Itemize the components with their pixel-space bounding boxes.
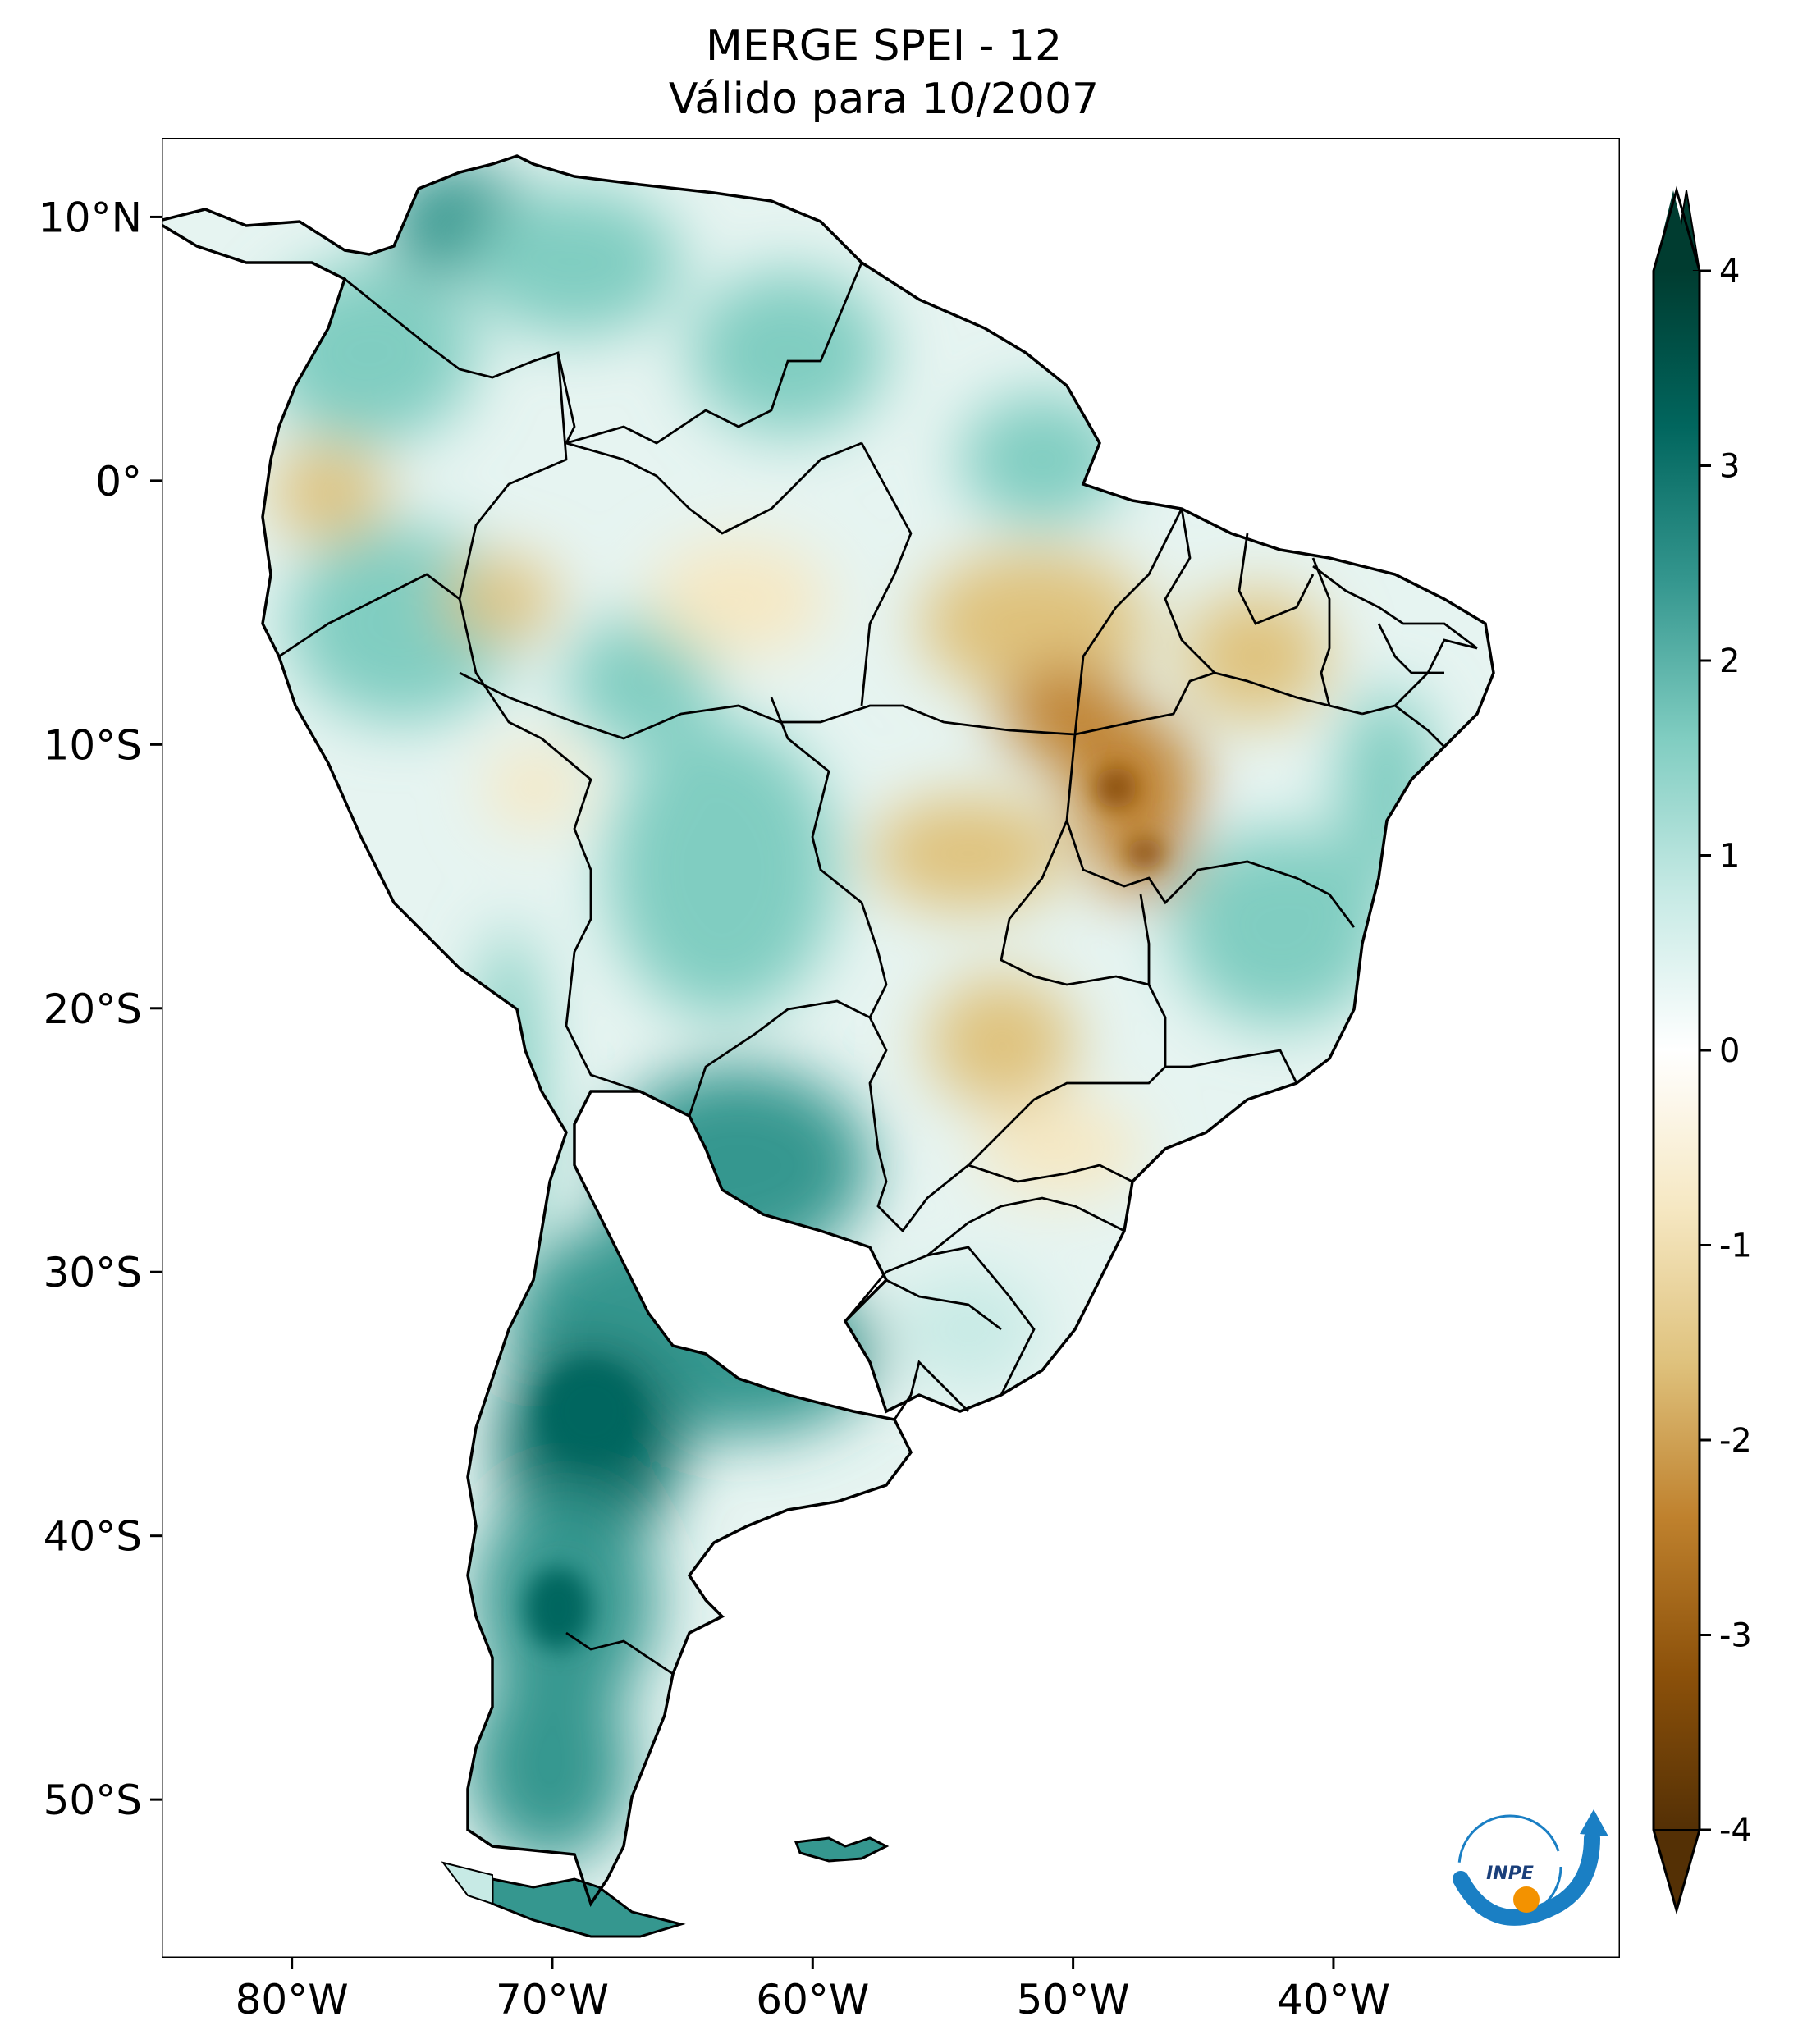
latitude-ticks: 10°N 0° 10°S 20°S 30°S 40°S 50°S: [39, 194, 162, 1824]
colorbar-tick-label: -4: [1719, 1812, 1752, 1850]
title-line-1: MERGE SPEI - 12: [706, 21, 1062, 71]
longitude-ticks: 80°W 70°W 60°W 50°W 40°W: [236, 1958, 1390, 2023]
inpe-logo: INPE: [1453, 1809, 1608, 1926]
map-area: [162, 138, 1620, 1958]
lat-tick-label: 50°S: [43, 1776, 142, 1824]
colorbar: 4 3 2 1 0 -1 -2 -3 -4: [1652, 185, 1752, 1915]
colorbar-tick-label: 3: [1719, 448, 1740, 486]
lon-tick-label: 40°W: [1277, 1976, 1390, 2023]
lat-tick-label: 10°N: [39, 194, 142, 241]
logo-text: INPE: [1486, 1863, 1534, 1884]
colorbar-tick-label: 4: [1719, 253, 1740, 290]
lon-tick-label: 60°W: [756, 1976, 869, 2023]
lat-tick-label: 20°S: [43, 985, 142, 1033]
colorbar-extend-bottom: [1652, 1829, 1701, 1914]
map-title: MERGE SPEI - 12 Válido para 10/2007: [669, 21, 1099, 124]
political-borders: [278, 262, 1478, 1676]
logo-arrow-head: [1580, 1809, 1608, 1836]
southern-islands: [441, 1836, 890, 1938]
lon-tick-label: 80°W: [236, 1976, 349, 2023]
lat-tick-label: 0°: [95, 458, 142, 505]
colorbar-tick-label: 2: [1719, 642, 1740, 680]
lon-tick-label: 50°W: [1017, 1976, 1130, 2023]
colorbar-tick-label: -1: [1719, 1228, 1752, 1265]
colorbar-tick-label: -2: [1719, 1422, 1752, 1460]
colorbar-tick-label: 0: [1719, 1032, 1740, 1070]
title-line-2: Válido para 10/2007: [669, 75, 1099, 124]
logo-orange-dot: [1513, 1886, 1540, 1913]
colorbar-gradient: [1654, 271, 1700, 1830]
lat-tick-label: 10°S: [43, 721, 142, 769]
lat-tick-label: 40°S: [43, 1513, 142, 1561]
logo-ring-arrow: [1453, 1830, 1600, 1926]
lon-tick-label: 70°W: [496, 1976, 609, 2023]
colorbar-tick-label: 1: [1719, 838, 1740, 876]
lat-tick-label: 30°S: [43, 1249, 142, 1296]
colorbar-ticks: 4 3 2 1 0 -1 -2 -3 -4: [1700, 253, 1752, 1850]
colorbar-tick-label: -3: [1719, 1617, 1752, 1655]
